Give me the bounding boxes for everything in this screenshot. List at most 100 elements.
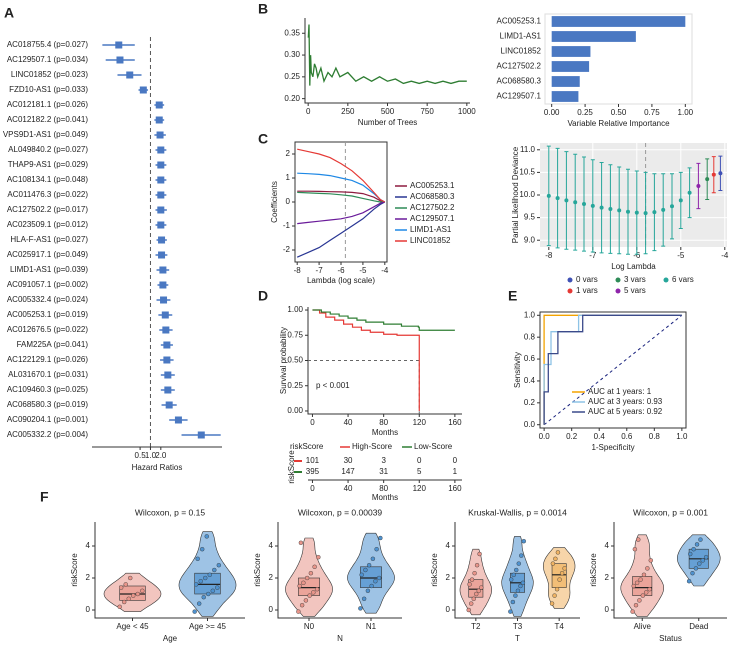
x-tick-label: 120 bbox=[413, 484, 427, 493]
row-label: VPS9D1-AS1 (p=0.049) bbox=[3, 130, 88, 139]
x-tick-label: 0.2 bbox=[566, 432, 578, 441]
point bbox=[608, 207, 613, 212]
y-tick-label: 0 bbox=[605, 605, 610, 614]
hazard-ratio bbox=[158, 251, 166, 259]
y-tick-label: 2 bbox=[269, 573, 274, 582]
axis-line bbox=[277, 522, 402, 619]
hazard-ratio bbox=[163, 356, 171, 364]
point bbox=[555, 550, 561, 555]
point bbox=[573, 200, 578, 205]
y-tick-label: 0.35 bbox=[284, 28, 300, 37]
x-tick-label: -7 bbox=[316, 266, 324, 275]
legend-title: riskScore bbox=[290, 442, 324, 451]
legend-label: AUC at 3 years: 0.93 bbox=[588, 397, 663, 406]
x-tick-label: -7 bbox=[589, 251, 597, 260]
point bbox=[690, 571, 695, 576]
point bbox=[513, 593, 518, 598]
hazard-ratio bbox=[155, 116, 163, 124]
row-label: HLA-F-AS1 (p=0.027) bbox=[10, 235, 88, 244]
x-tick-label: 500 bbox=[381, 107, 395, 116]
point bbox=[358, 606, 363, 611]
point bbox=[693, 566, 699, 571]
x-axis-title: Months bbox=[372, 493, 398, 502]
coefficient-path bbox=[296, 201, 386, 258]
x-tick-label: Alive bbox=[634, 622, 652, 631]
y-axis-title: Survival probability bbox=[279, 327, 288, 394]
point bbox=[514, 567, 519, 573]
y-tick-label: 1.0 bbox=[524, 310, 536, 319]
at-risk-count: 0 bbox=[417, 456, 422, 465]
legend-label: AC129507.1 bbox=[410, 214, 455, 223]
y-tick-label: 0.30 bbox=[284, 50, 300, 59]
title: Kruskal-Wallis, p = 0.0014 bbox=[468, 507, 567, 517]
legend-label: 1 vars bbox=[576, 286, 598, 295]
point bbox=[314, 587, 320, 592]
hazard-ratio bbox=[158, 236, 166, 244]
point bbox=[210, 588, 215, 593]
point bbox=[128, 575, 133, 581]
legend-label: AUC at 5 years: 0.92 bbox=[588, 407, 663, 416]
box bbox=[194, 572, 221, 595]
row-label: FAM225A (p=0.041) bbox=[17, 340, 89, 349]
y-axis-title: Partial Likelihood Deviance bbox=[511, 146, 520, 243]
y-tick-label: 2 bbox=[86, 573, 91, 582]
y-tick-label: 4 bbox=[269, 541, 274, 550]
bar bbox=[551, 61, 590, 72]
row-label: AC005253.1 (p=0.019) bbox=[7, 310, 89, 319]
row-label: AC023509.1 (p=0.012) bbox=[7, 220, 89, 229]
y-tick-label: 0.50 bbox=[287, 356, 303, 365]
point bbox=[700, 558, 705, 563]
panel-label: B bbox=[258, 1, 268, 17]
point bbox=[122, 599, 127, 605]
hazard-ratio bbox=[174, 416, 182, 424]
y-tick-label: 11.0 bbox=[520, 145, 536, 154]
coefficient-path bbox=[297, 190, 385, 203]
legend-label: High-Score bbox=[352, 442, 393, 451]
point bbox=[550, 561, 556, 566]
x-tick-label: 0 bbox=[306, 107, 311, 116]
row-label: AC018755.4 (p=0.027) bbox=[7, 40, 89, 49]
x-tick-label: -4 bbox=[721, 251, 729, 260]
legend-label: 3 vars bbox=[624, 275, 646, 284]
panel-label: E bbox=[508, 288, 517, 304]
x-tick-label: 750 bbox=[420, 107, 434, 116]
point bbox=[474, 591, 479, 597]
row-label: LIMD1-AS1 (p=0.039) bbox=[10, 265, 88, 274]
point bbox=[636, 537, 641, 542]
y-tick-label: AC127502.2 bbox=[497, 62, 542, 71]
y-tick-label: 1 bbox=[286, 173, 291, 182]
point bbox=[201, 595, 206, 600]
point bbox=[140, 588, 145, 593]
point bbox=[641, 572, 647, 577]
point bbox=[638, 577, 643, 582]
point bbox=[301, 580, 306, 585]
x-tick-label: 1.0 bbox=[676, 432, 688, 441]
y-tick-label: 2 bbox=[286, 149, 291, 158]
x-tick-label: 0.4 bbox=[594, 432, 606, 441]
hazard-ratio bbox=[157, 206, 165, 214]
point bbox=[472, 571, 477, 576]
point bbox=[557, 577, 562, 582]
point bbox=[135, 591, 140, 597]
x-tick-label: -8 bbox=[545, 251, 553, 260]
panel-label: F bbox=[40, 489, 49, 505]
point bbox=[546, 193, 551, 198]
point bbox=[626, 209, 630, 214]
legend-label: AC005253.1 bbox=[410, 181, 455, 190]
legend-label: LIMD1-AS1 bbox=[410, 225, 452, 234]
point bbox=[474, 563, 480, 568]
at-risk-count: 101 bbox=[306, 456, 320, 465]
y-tick-label: 1.00 bbox=[287, 305, 303, 314]
point bbox=[370, 556, 376, 561]
roc-curve bbox=[543, 314, 682, 425]
at-risk-count: 31 bbox=[379, 467, 388, 476]
x-tick-label: Dead bbox=[689, 622, 708, 631]
annotation: p < 0.001 bbox=[316, 381, 350, 390]
y-tick-label: 4 bbox=[86, 541, 91, 550]
point bbox=[711, 172, 716, 177]
hazard-ratio bbox=[161, 311, 169, 319]
point bbox=[553, 556, 558, 561]
coefficient-path bbox=[297, 148, 386, 203]
y-tick-label: 0.2 bbox=[524, 398, 536, 407]
x-tick-label: 160 bbox=[448, 484, 462, 493]
